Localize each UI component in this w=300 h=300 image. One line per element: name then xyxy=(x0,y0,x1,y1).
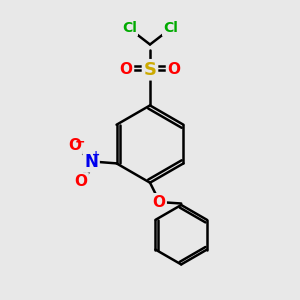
Text: N: N xyxy=(84,153,98,171)
Text: S: S xyxy=(143,61,157,79)
Text: Cl: Cl xyxy=(122,21,136,35)
Text: O: O xyxy=(152,194,165,209)
Text: +: + xyxy=(92,150,101,161)
Text: O: O xyxy=(68,138,81,153)
Text: Cl: Cl xyxy=(164,21,178,35)
Text: O: O xyxy=(120,62,133,77)
Text: −: − xyxy=(75,136,86,148)
Text: O: O xyxy=(74,174,87,189)
Text: O: O xyxy=(167,62,180,77)
